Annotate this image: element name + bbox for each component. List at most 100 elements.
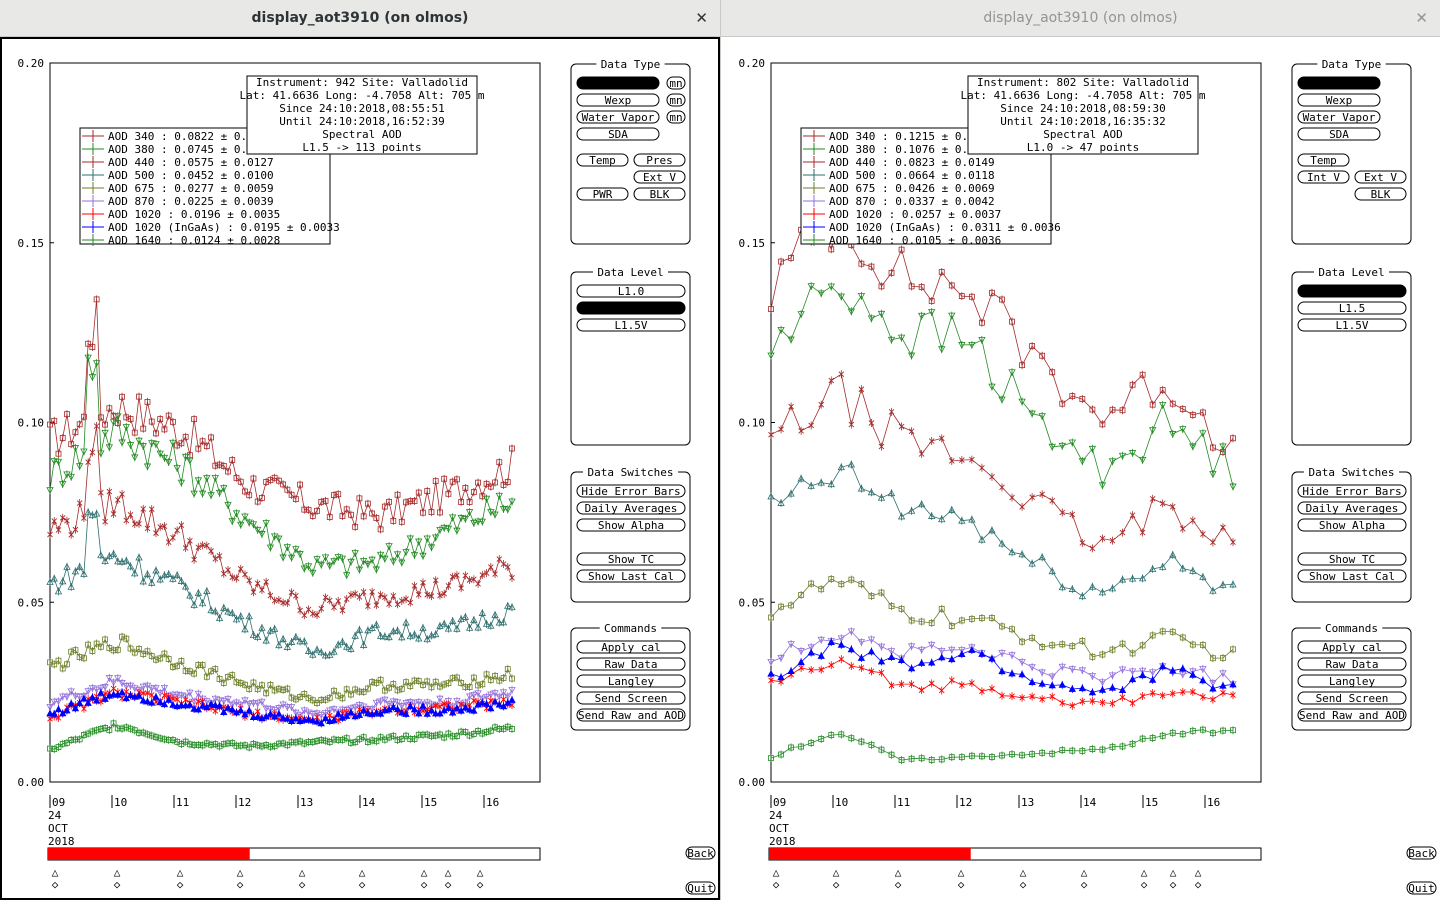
point-aod-1020-ingaas <box>334 710 342 717</box>
point-aod-380 <box>220 485 228 493</box>
point-aod-500 <box>317 648 325 656</box>
point-aod-500 <box>499 618 508 626</box>
point-aod-440 <box>225 567 231 573</box>
show-alpha-button[interactable]: Show Alpha <box>1297 518 1407 532</box>
point-aod-870 <box>837 635 845 643</box>
show-tc-button[interactable]: Show TC <box>576 552 686 566</box>
point-aod-440 <box>382 594 388 601</box>
data-level-l1-0-button[interactable]: L1.0 <box>1297 284 1407 298</box>
point-aod-440 <box>174 527 180 534</box>
point-aod-1640 <box>123 724 130 731</box>
apply-cal-button[interactable]: Apply cal <box>1297 640 1407 654</box>
data-level-l1-0-button[interactable]: L1.0 <box>576 284 686 298</box>
data-type-water-vapor-button[interactable]: Water Vapor <box>1297 110 1381 124</box>
series-line-aod-380 <box>770 285 1234 487</box>
data-type-water-vapor-button-label: Water Vapor <box>1303 111 1376 124</box>
ext-v-button[interactable]: Ext V <box>633 170 686 184</box>
blk-button[interactable]: BLK <box>633 187 686 201</box>
data-type-wexp-button[interactable]: Wexp <box>1297 93 1381 107</box>
mn-button[interactable]: mn <box>666 93 686 107</box>
window-titlebar[interactable]: display_aot3910 (on olmos) ✕ <box>0 0 720 37</box>
raw-data-button[interactable]: Raw Data <box>576 657 686 671</box>
point-aod-440 <box>407 599 414 606</box>
send-screen-button[interactable]: Send Screen <box>1297 691 1407 705</box>
point-aod-1020 <box>898 681 905 687</box>
data-level-l1-5v-button-label: L1.5V <box>614 319 647 332</box>
data-level-l1-5-button[interactable]: L1.5 <box>576 301 686 315</box>
point-aod-675 <box>958 617 965 624</box>
pwr-button[interactable]: PWR <box>576 187 629 201</box>
point-aod-440 <box>102 518 108 525</box>
point-aod-380 <box>1189 443 1197 451</box>
apply-cal-button[interactable]: Apply cal <box>576 640 686 654</box>
raw-data-button[interactable]: Raw Data <box>1297 657 1407 671</box>
point-aod-1640 <box>343 735 350 742</box>
send-raw-and-aod-button[interactable]: Send Raw and AOD <box>576 708 686 722</box>
point-aod-1640 <box>136 729 142 736</box>
point-aod-1020-ingaas <box>330 716 338 724</box>
point-aod-380 <box>241 513 249 521</box>
data-type-wexp-button[interactable]: Wexp <box>576 93 660 107</box>
point-aod-1640 <box>259 743 265 750</box>
point-aod-500 <box>321 651 330 659</box>
point-aod-1640 <box>267 743 274 750</box>
data-level-l1-5-button[interactable]: L1.5 <box>1297 301 1407 315</box>
send-raw-and-aod-button[interactable]: Send Raw and AOD <box>1297 708 1407 722</box>
send-screen-button[interactable]: Send Screen <box>576 691 686 705</box>
show-tc-button[interactable]: Show TC <box>1297 552 1407 566</box>
window-titlebar[interactable]: display_aot3910 (on olmos) ✕ <box>721 0 1440 37</box>
show-last-cal-button[interactable]: Show Last Cal <box>1297 569 1407 583</box>
point-aod-340 <box>178 440 185 447</box>
back-button[interactable]: Back <box>685 846 716 860</box>
show-alpha-button[interactable]: Show Alpha <box>576 518 686 532</box>
temp-button[interactable]: Temp <box>576 153 629 167</box>
hide-error-bars-button[interactable]: Hide Error Bars <box>576 484 686 498</box>
point-aod-870 <box>393 699 402 707</box>
show-last-cal-button[interactable]: Show Last Cal <box>576 569 686 583</box>
back-button[interactable]: Back <box>1406 846 1437 860</box>
point-aod-440 <box>818 401 825 408</box>
data-type-sda-button[interactable]: SDA <box>576 127 660 141</box>
data-type-sda-button[interactable]: SDA <box>1297 127 1381 141</box>
ext-v-button[interactable]: Ext V <box>1354 170 1407 184</box>
blk-button[interactable]: BLK <box>1354 187 1407 201</box>
data-level-l1-5v-button[interactable]: L1.5V <box>1297 318 1407 332</box>
mn-button[interactable]: mn <box>666 76 686 90</box>
blk-button-frame <box>633 187 686 201</box>
point-aod-1020 <box>1019 695 1025 701</box>
y-tick-label: 0.15 <box>18 237 45 250</box>
close-icon[interactable]: ✕ <box>695 9 708 27</box>
pres-button[interactable]: Pres <box>633 153 686 167</box>
point-aod-440 <box>868 420 875 426</box>
mn-button[interactable]: mn <box>666 110 686 124</box>
hide-error-bars-button[interactable]: Hide Error Bars <box>1297 484 1407 498</box>
point-aod-870 <box>897 655 906 663</box>
point-aod-500 <box>948 506 956 513</box>
show-last-cal-button-frame <box>576 569 686 583</box>
point-aod-500 <box>1128 574 1137 582</box>
point-aod-675 <box>305 695 312 702</box>
daily-averages-button[interactable]: Daily Averages <box>576 501 686 515</box>
point-aod-1020-ingaas <box>152 692 160 700</box>
daily-averages-button[interactable]: Daily Averages <box>1297 501 1407 515</box>
point-aod-1020-ingaas <box>80 694 88 702</box>
langley-button[interactable]: Langley <box>576 674 686 688</box>
point-aod-500 <box>827 480 835 488</box>
data-level-l1-5v-button[interactable]: L1.5V <box>576 318 686 332</box>
point-aod-440 <box>1220 524 1226 531</box>
langley-button[interactable]: Langley <box>1297 674 1407 688</box>
point-aod-675 <box>195 662 202 668</box>
data-type-aod-button[interactable]: AOD <box>1297 76 1381 90</box>
temp-button[interactable]: Temp <box>1297 153 1350 167</box>
pres-button-frame <box>633 153 686 167</box>
point-aod-440 <box>454 572 460 579</box>
point-aod-1640 <box>199 742 206 749</box>
int-v-button[interactable]: Int V <box>1297 170 1350 184</box>
data-type-aod-button[interactable]: AOD <box>576 76 660 90</box>
quit-button[interactable]: Quit <box>1406 881 1437 895</box>
commands-panel-title-bg <box>1320 622 1383 634</box>
close-icon[interactable]: ✕ <box>1415 9 1428 27</box>
quit-button[interactable]: Quit <box>685 881 716 895</box>
data-type-water-vapor-button[interactable]: Water Vapor <box>576 110 660 124</box>
point-aod-675 <box>136 646 142 652</box>
